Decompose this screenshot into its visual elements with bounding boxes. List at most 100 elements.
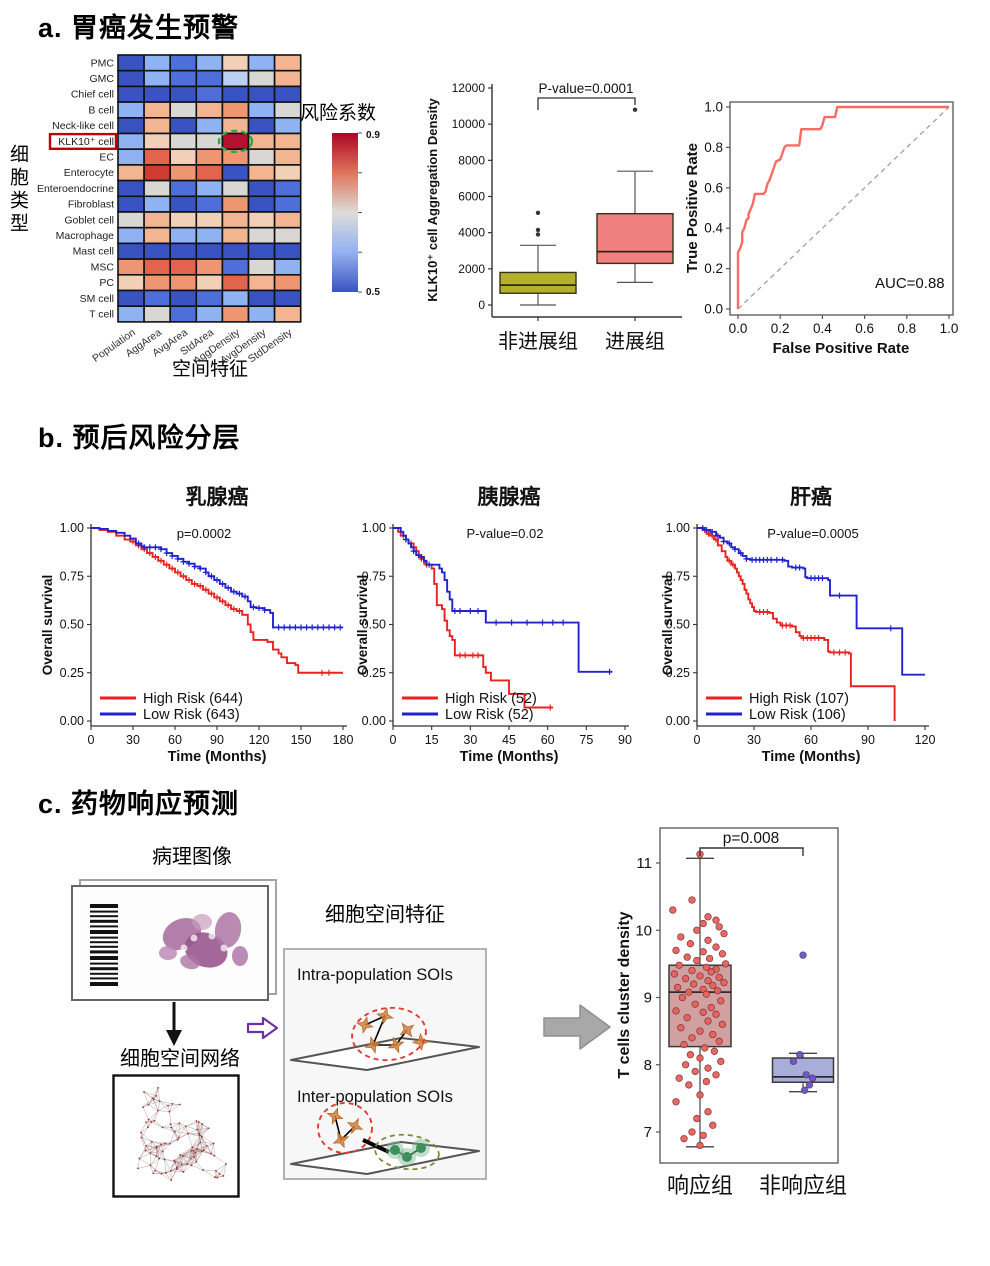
svg-text:High Risk (107): High Risk (107) [749,691,849,707]
cell-network-image [112,1074,240,1203]
svg-text:0: 0 [694,733,701,747]
svg-text:10000: 10000 [452,117,486,131]
km_breast-svg: 乳腺癌 p=0.0002 1.00 0.75 0.50 0.25 0.00 0 30 60 90 12… [40,485,354,765]
svg-text:1.00: 1.00 [666,521,690,535]
down-arrow-icon [158,1000,190,1053]
svg-text:0.00: 0.00 [60,714,84,728]
panel-c-title: c. 药物响应预测 [38,789,240,819]
cell-network-svg [112,1074,240,1198]
svg-text:0.4: 0.4 [704,221,723,236]
svg-text:乳腺癌: 乳腺癌 [186,485,249,509]
soi-diagram: Intra-population SOIs Inter-population SO… [283,948,487,1185]
svg-text:KLK10⁺ cell Aggregation Densit: KLK10⁺ cell Aggregation Density [425,97,440,301]
tissue-thumbnail [159,912,248,970]
km-liver-chart: 肝癌 P-value=0.0005 1.00 0.75 0.50 0.25 0.00 0 30 6… [650,478,985,778]
svg-text:6000: 6000 [458,190,485,204]
svg-text:8: 8 [644,1057,652,1074]
svg-text:响应组: 响应组 [667,1173,733,1198]
klk10-boxplot-chart: 0 2000 4000 6000 8000 10000 12000 KLK10⁺ cell A… [418,48,700,378]
tcell-boxplot-chart: 7 8 9 10 11 T cells cluster density 响应组 非响应组 p=0… [613,810,990,1220]
box-0 [499,271,577,294]
svg-text:10: 10 [635,922,652,939]
svg-text:Time (Months): Time (Months) [762,749,861,765]
svg-text:0.8: 0.8 [897,321,916,336]
svg-text:30: 30 [747,733,761,747]
svg-text:False Positive Rate: False Positive Rate [773,340,910,357]
svg-text:0.8: 0.8 [704,140,723,155]
svg-text:0.9: 0.9 [366,130,380,141]
svg-text:肝癌: 肝癌 [790,485,832,509]
km_liver-series-1 [697,527,925,676]
svg-text:0.25: 0.25 [60,666,84,680]
svg-text:Overall survival: Overall survival [355,575,370,676]
svg-text:Chief cell: Chief cell [71,89,114,101]
svg-text:60: 60 [804,733,818,747]
svg-text:P-value=0.0001: P-value=0.0001 [539,81,634,96]
svg-text:1.0: 1.0 [704,100,723,115]
svg-text:Inter-population SOIs: Inter-population SOIs [297,1088,453,1106]
svg-text:150: 150 [291,733,312,747]
svg-text:Low Risk (106): Low Risk (106) [749,707,846,723]
svg-text:4000: 4000 [458,226,485,240]
svg-text:High Risk (644): High Risk (644) [143,691,243,707]
svg-text:P-value=0.0005: P-value=0.0005 [767,526,858,541]
svg-text:p=0.0002: p=0.0002 [177,526,232,541]
svg-text:Overall survival: Overall survival [40,575,55,676]
svg-text:Overall survival: Overall survival [660,575,675,676]
klk10-boxplot-svg: 0 2000 4000 6000 8000 10000 12000 KLK10⁺ cell A… [425,81,682,353]
svg-text:0.0: 0.0 [729,321,748,336]
svg-text:180: 180 [333,733,354,747]
svg-text:Neck-like cell: Neck-like cell [52,120,114,132]
svg-text:Goblet cell: Goblet cell [64,214,114,226]
svg-text:SM cell: SM cell [80,293,114,305]
panel-b-title: b. 预后风险分层 [38,423,241,453]
svg-text:0.50: 0.50 [60,618,84,632]
svg-text:90: 90 [861,733,875,747]
svg-text:8000: 8000 [458,153,485,167]
svg-text:90: 90 [210,733,224,747]
svg-text:Fibroblast: Fibroblast [68,199,114,211]
svg-text:0.2: 0.2 [704,261,723,276]
cell-network-label: 细胞空间网络 [120,1048,240,1070]
svg-text:0.6: 0.6 [704,180,723,195]
svg-text:Low Risk (643): Low Risk (643) [143,707,240,723]
km_liver-series-0 [697,527,896,721]
pathology-image-label: 病理图像 [152,846,232,868]
heatmap-row-axis-label: 细胞类型 [7,144,28,236]
svg-text:0: 0 [478,298,485,312]
svg-text:True Positive Rate: True Positive Rate [684,143,701,273]
svg-text:AUC=0.88: AUC=0.88 [875,275,945,292]
right-arrow-block-icon [538,998,616,1061]
tcell-boxplot-svg: 7 8 9 10 11 T cells cluster density 响应组 非响应组 p=0… [616,827,847,1198]
svg-text:Macrophage: Macrophage [56,230,115,242]
colorbar-label: 风险系数 [300,103,377,124]
svg-text:0.25: 0.25 [362,666,386,680]
svg-text:Low Risk (52): Low Risk (52) [445,707,534,723]
km-breast-chart: 乳腺癌 p=0.0002 1.00 0.75 0.50 0.25 0.00 0 30 60 90 12… [30,478,365,778]
pathology-slide-svg [71,879,277,1001]
tcell-box-1 [771,1057,835,1083]
svg-text:Time (Months): Time (Months) [168,749,267,765]
km_pancreatic-svg: 胰腺癌 P-value=0.02 1.00 0.75 0.50 0.25 0.00 0 15 30… [355,485,632,765]
svg-text:0.75: 0.75 [362,569,386,583]
right-arrow-outline-icon [244,1014,282,1047]
svg-text:Time (Months): Time (Months) [460,749,559,765]
svg-text:PMC: PMC [91,57,115,69]
svg-text:非响应组: 非响应组 [759,1173,847,1198]
km_pancreatic-series-1 [393,527,613,673]
svg-text:120: 120 [915,733,936,747]
svg-text:120: 120 [249,733,270,747]
svg-text:45: 45 [502,733,516,747]
svg-text:EC: EC [99,152,114,164]
soi-diagram-svg: Intra-population SOIs Inter-population SO… [283,948,487,1180]
roc-curve-line [736,105,949,309]
svg-text:2000: 2000 [458,262,485,276]
purple-arrow-svg [246,1016,279,1040]
svg-text:1.0: 1.0 [940,321,959,336]
km_breast-series-0 [91,527,343,674]
panel-a-title: a. 胃癌发生预警 [38,13,240,43]
svg-text:0: 0 [88,733,95,747]
heatmap-col-axis-label: 空间特征 [171,359,248,380]
spatial-features-label: 细胞空间特征 [325,904,445,926]
